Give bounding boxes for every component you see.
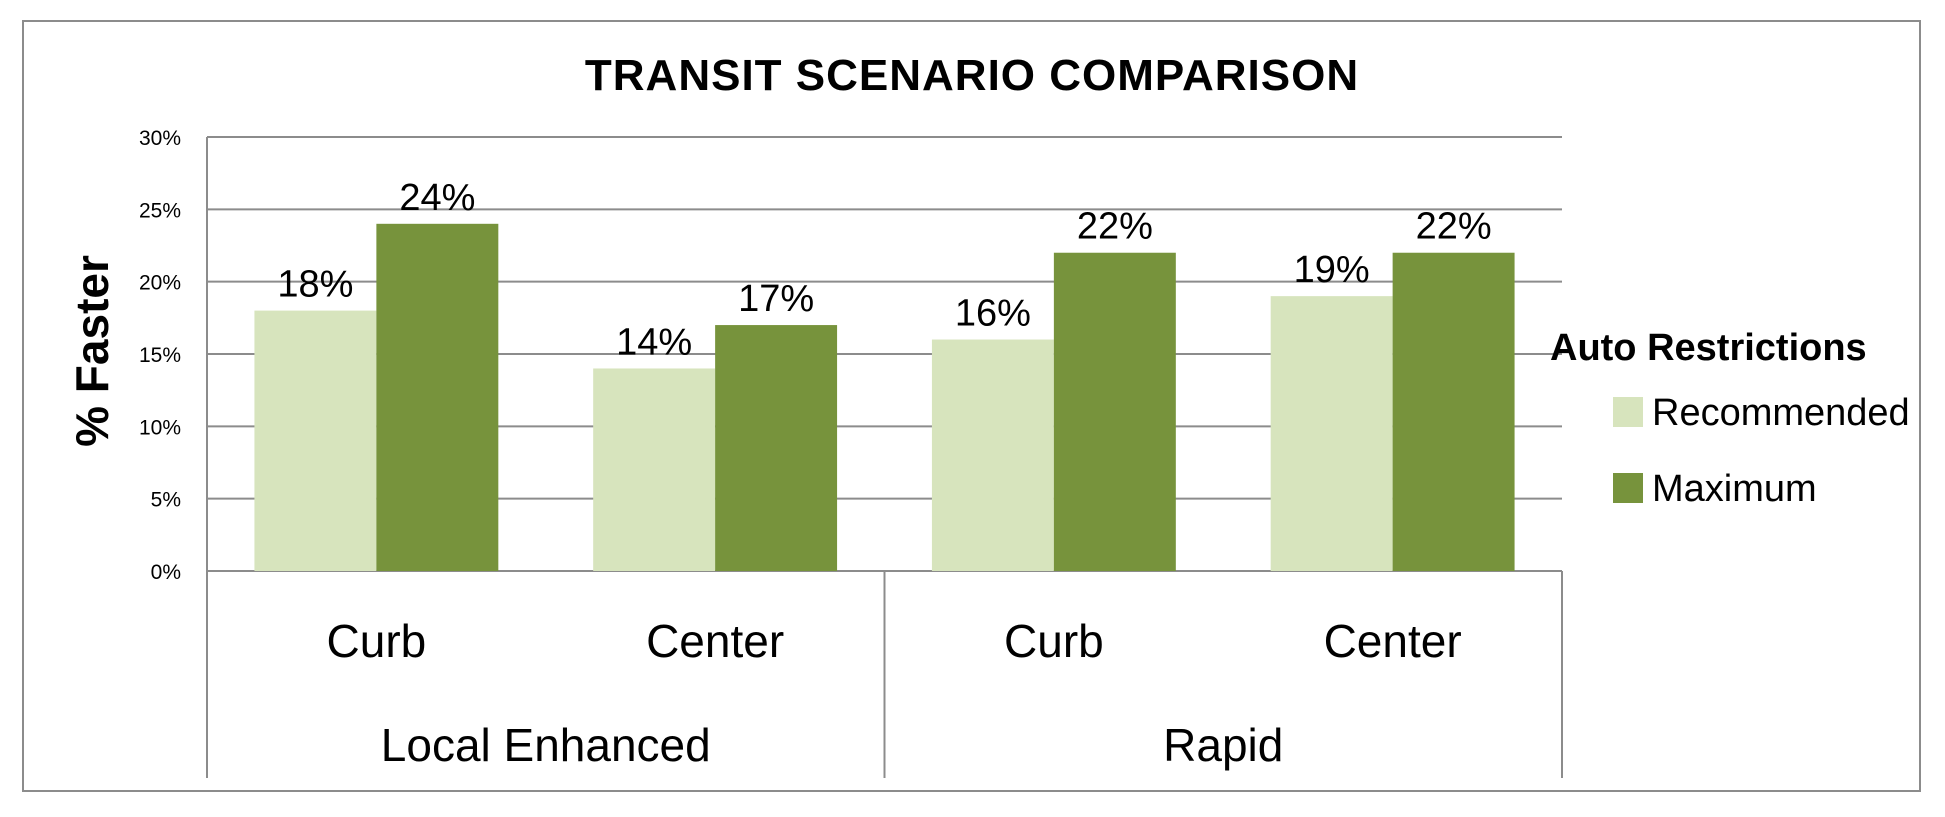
legend-swatch-recommended [1613, 397, 1643, 427]
data-labels-layer: 18% 24% 14% 17% 16% 22% 19% 22% [277, 177, 1491, 364]
x-axis-layer: Curb Center Curb Center Local Enhanced Rapid [206, 571, 1563, 778]
data-label-recommended: 19% [1294, 249, 1370, 291]
x-tick-label: Center [646, 615, 784, 667]
x-group-label: Local Enhanced [381, 719, 711, 771]
bar-maximum [1053, 252, 1176, 571]
bar-recommended [593, 368, 716, 571]
bar-maximum [715, 325, 838, 571]
bar-recommended [1270, 296, 1393, 571]
y-tick-label: 25% [139, 199, 181, 222]
data-label-maximum: 22% [1416, 206, 1492, 248]
x-group-label: Rapid [1163, 719, 1283, 771]
x-tick-label: Center [1324, 615, 1462, 667]
data-label-maximum: 24% [399, 177, 475, 219]
y-tick-label: 10% [139, 416, 181, 439]
data-label-recommended: 16% [955, 293, 1031, 335]
bar-maximum [376, 223, 499, 572]
legend-label-recommended: Recommended [1652, 392, 1910, 434]
data-label-recommended: 14% [616, 321, 692, 363]
y-tick-label: 0% [151, 561, 181, 584]
legend-swatch-maximum [1613, 473, 1643, 503]
data-label-maximum: 17% [738, 278, 814, 320]
legend: Auto Restrictions Recommended Maximum [1550, 327, 1910, 510]
bar-recommended [254, 310, 377, 571]
bar-maximum [1392, 252, 1515, 571]
y-tick-label: 30% [139, 127, 181, 150]
y-tick-label: 20% [139, 272, 181, 295]
data-label-recommended: 18% [277, 264, 353, 306]
data-label-maximum: 22% [1077, 206, 1153, 248]
bars-layer [254, 223, 1515, 572]
legend-title: Auto Restrictions [1550, 327, 1867, 369]
x-tick-label: Curb [327, 615, 427, 667]
bar-recommended [931, 339, 1054, 571]
y-tick-label: 5% [151, 489, 181, 512]
x-tick-label: Curb [1004, 615, 1104, 667]
chart-title: TRANSIT SCENARIO COMPARISON [585, 51, 1359, 100]
y-tick-label: 15% [139, 344, 181, 367]
legend-label-maximum: Maximum [1652, 468, 1817, 510]
y-axis-label: % Faster [66, 255, 118, 447]
